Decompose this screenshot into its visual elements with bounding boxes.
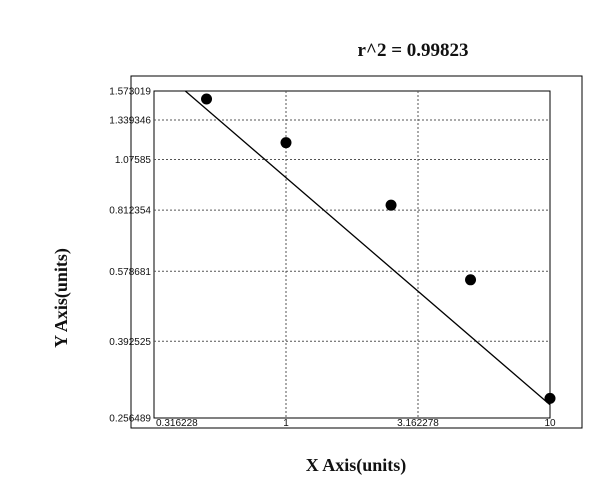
fit-line: [184, 90, 551, 406]
y-tick-label: 0.578681: [109, 267, 151, 278]
plot-area: [153, 90, 551, 419]
data-point: [385, 199, 397, 211]
x-tick-labels: 0.316228 1 3.162278 10: [156, 418, 556, 429]
y-tick-label: 1.07585: [115, 155, 152, 166]
x-tick-label: 10: [544, 418, 556, 429]
y-tick-labels: 1.573019 1.339346 1.07585 0.812354 0.578681 0…: [109, 87, 151, 425]
x-tick-label: 0.316228: [156, 418, 198, 429]
fit-line-group: [184, 90, 551, 406]
x-tick-label: 1: [283, 418, 289, 429]
y-axis-label: Y Axis(units): [51, 248, 72, 348]
y-tick-label: 0.392525: [109, 337, 151, 348]
data-point: [544, 392, 556, 404]
y-tick-label: 0.812354: [109, 206, 151, 217]
data-point: [280, 137, 292, 149]
x-axis-label: X Axis(units): [306, 455, 407, 476]
x-tick-label: 3.162278: [397, 418, 439, 429]
y-tick-label: 0.256489: [109, 414, 151, 425]
data-point: [201, 93, 213, 105]
chart-title: r^2 = 0.99823: [357, 40, 468, 61]
grid-lines: [154, 91, 550, 418]
data-points: [201, 93, 556, 404]
y-tick-label: 1.573019: [109, 87, 151, 98]
y-tick-label: 1.339346: [109, 115, 151, 126]
data-point: [465, 274, 477, 286]
